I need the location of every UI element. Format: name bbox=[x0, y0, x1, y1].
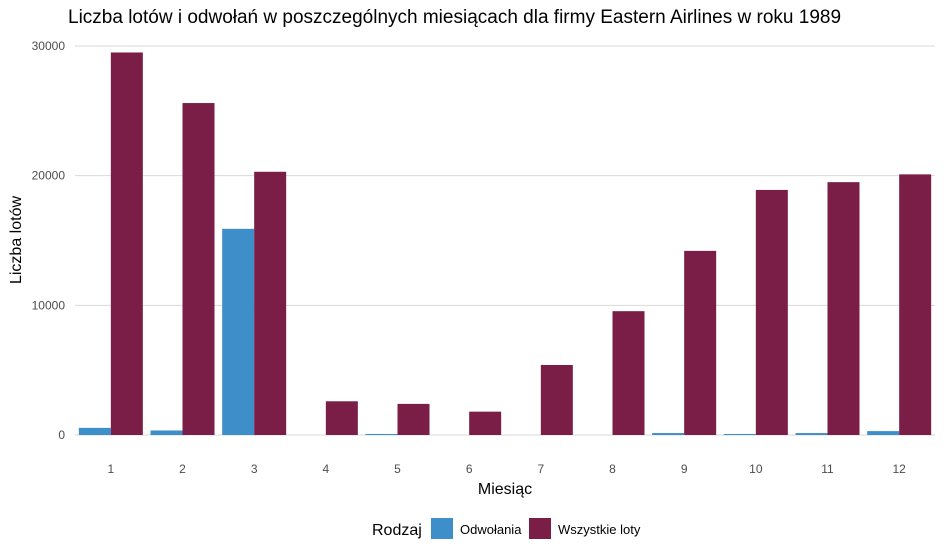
legend-items: Odwołania Wszystkie loty bbox=[431, 518, 641, 539]
x-tick-label: 1 bbox=[107, 462, 114, 476]
legend-swatch bbox=[529, 518, 551, 539]
chart-title: Liczba lotów i odwołań w poszczególnych … bbox=[68, 7, 841, 28]
bar-odwolania bbox=[222, 228, 255, 435]
bars bbox=[78, 52, 932, 435]
bar-wszystkie-loty bbox=[397, 403, 430, 435]
bar-odwolania bbox=[365, 433, 398, 435]
bar-wszystkie-loty bbox=[325, 401, 358, 435]
bar-wszystkie-loty bbox=[612, 311, 645, 435]
bar-odwolania bbox=[723, 433, 756, 435]
y-tick-label: 20000 bbox=[32, 169, 66, 183]
x-tick-label: 4 bbox=[322, 462, 329, 476]
x-tick-label: 5 bbox=[394, 462, 401, 476]
x-tick-label: 10 bbox=[749, 462, 763, 476]
bar-wszystkie-loty bbox=[755, 189, 788, 435]
bar-wszystkie-loty bbox=[899, 174, 932, 435]
x-tick-label: 12 bbox=[892, 462, 906, 476]
x-tick-label: 6 bbox=[466, 462, 473, 476]
bar-wszystkie-loty bbox=[684, 250, 717, 435]
x-tick-label: 11 bbox=[821, 462, 834, 476]
x-tick-label: 3 bbox=[251, 462, 258, 476]
x-tick-label: 9 bbox=[681, 462, 688, 476]
legend-title: Rodzaj bbox=[372, 522, 422, 539]
x-tick-label: 7 bbox=[537, 462, 544, 476]
bar-wszystkie-loty bbox=[110, 52, 143, 435]
bar-wszystkie-loty bbox=[540, 364, 573, 435]
bar-wszystkie-loty bbox=[182, 103, 215, 435]
y-tick-label: 10000 bbox=[32, 298, 66, 312]
bar-wszystkie-loty bbox=[827, 182, 860, 435]
legend: Rodzaj Odwołania Wszystkie loty bbox=[372, 518, 641, 539]
bar-odwolania bbox=[652, 433, 685, 435]
bar-odwolania bbox=[78, 427, 111, 435]
y-axis-title: Liczba lotów bbox=[8, 196, 25, 284]
bar-wszystkie-loty bbox=[469, 411, 502, 435]
legend-label: Odwołania bbox=[460, 522, 522, 537]
x-tick-labels: 1 2 3 4 5 6 7 8 9 10 11 12 bbox=[107, 462, 906, 476]
x-axis-title: Miesiąc bbox=[478, 481, 532, 498]
legend-label: Wszystkie loty bbox=[558, 522, 641, 537]
bar-wszystkie-loty bbox=[254, 171, 287, 435]
bar-odwolania bbox=[867, 431, 900, 435]
y-tick-label: 0 bbox=[58, 428, 65, 442]
bar-odwolania bbox=[150, 430, 183, 435]
legend-swatch bbox=[431, 518, 453, 539]
y-tick-label: 30000 bbox=[32, 39, 66, 53]
x-tick-label: 2 bbox=[179, 462, 186, 476]
bar-odwolania bbox=[795, 433, 828, 435]
y-tick-labels: 0 10000 20000 30000 bbox=[32, 39, 66, 442]
gridlines bbox=[75, 45, 935, 436]
x-tick-label: 8 bbox=[609, 462, 616, 476]
